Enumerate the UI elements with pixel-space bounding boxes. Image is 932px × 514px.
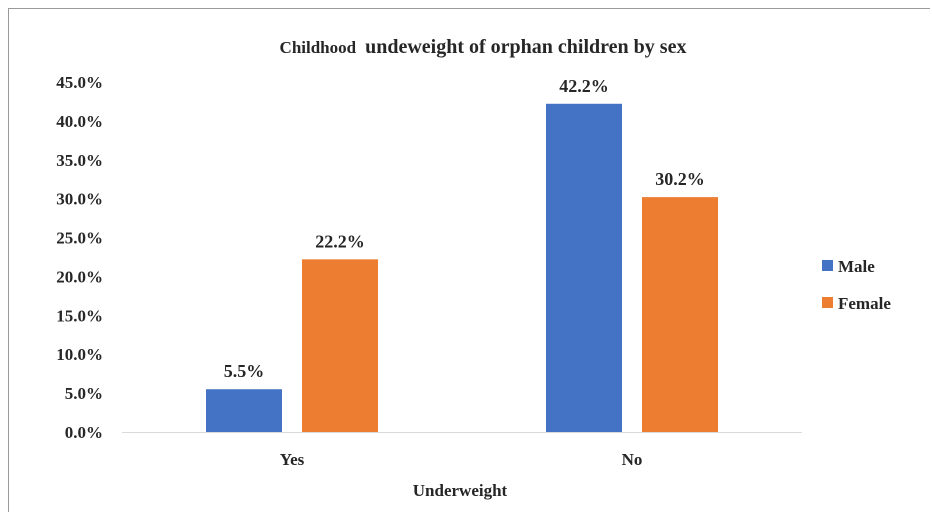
x-category-label: Yes [280,450,305,469]
y-tick-label: 40.0% [56,112,103,131]
y-tick-label: 45.0% [56,73,103,92]
bar-female-yes [302,259,378,432]
chart-frame [8,8,930,512]
legend-label-female: Female [838,294,891,313]
y-tick-label: 0.0% [65,423,103,442]
chart-title-part1: Childhood [280,38,357,57]
bars [206,103,718,433]
x-axis-categories: Yes No [280,450,643,469]
y-tick-label: 15.0% [56,306,103,325]
y-tick-label: 35.0% [56,151,103,170]
x-axis-title: Underweight [413,481,508,500]
y-tick-label: 5.0% [65,384,103,403]
legend-swatch-female [822,297,833,308]
x-category-label: No [622,450,643,469]
legend-label-male: Male [838,257,875,276]
y-tick-label: 30.0% [56,190,103,209]
y-tick-label: 10.0% [56,345,103,364]
data-label: 22.2% [315,231,365,251]
bar-male-no [546,103,622,433]
chart-title: Childhood undeweight of orphan children … [280,36,687,58]
bar-male-yes [206,389,282,432]
data-label: 42.2% [559,76,609,96]
data-label: 30.2% [655,169,705,189]
data-label: 5.5% [224,361,265,381]
data-labels: 5.5% 22.2% 42.2% 30.2% [224,76,705,381]
y-tick-label: 25.0% [56,229,103,248]
legend-swatch-male [822,260,833,271]
chart-title-part2: undeweight of orphan children by sex [365,36,686,58]
legend: Male Female [822,257,891,313]
y-tick-label: 20.0% [56,267,103,286]
y-axis-ticks: 0.0% 5.0% 10.0% 15.0% 20.0% 25.0% 30.0% 35.0% 40… [56,73,103,442]
bar-female-no [642,197,718,432]
